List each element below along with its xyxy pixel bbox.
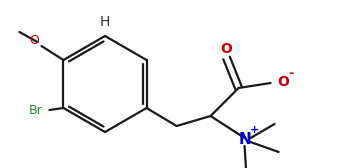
Text: O: O xyxy=(29,34,39,48)
Text: +: + xyxy=(250,125,259,135)
Text: O: O xyxy=(221,42,233,56)
Text: -: - xyxy=(289,68,294,80)
Text: Br: Br xyxy=(29,103,42,116)
Text: O: O xyxy=(278,75,289,89)
Text: N: N xyxy=(238,133,251,148)
Text: H: H xyxy=(100,15,110,29)
